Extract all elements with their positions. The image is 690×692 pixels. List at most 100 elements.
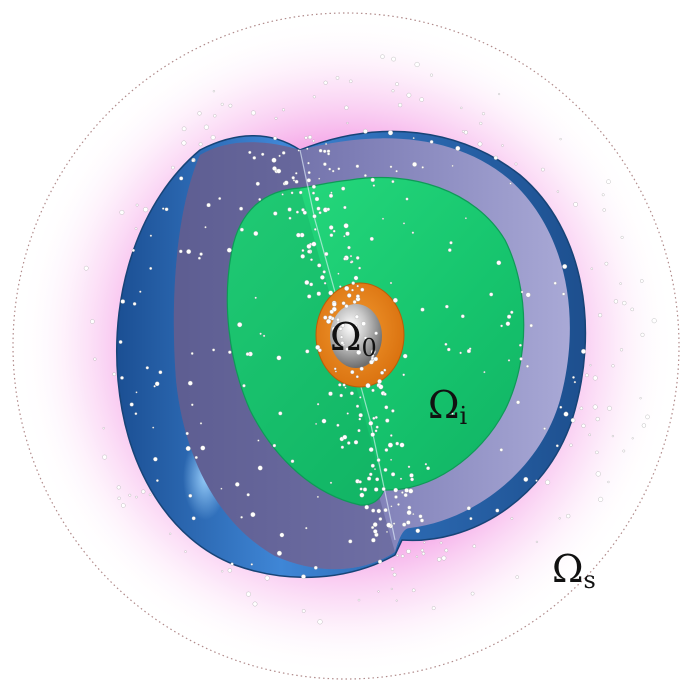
particle <box>376 458 381 462</box>
particle <box>391 89 395 93</box>
particle <box>169 532 172 535</box>
particle <box>228 350 232 354</box>
particle <box>282 108 285 112</box>
particle <box>313 565 318 570</box>
particle <box>322 270 326 274</box>
particle <box>312 95 316 99</box>
particle <box>119 210 125 215</box>
particle <box>304 280 310 285</box>
particle <box>333 367 337 371</box>
particle <box>252 601 258 607</box>
particle <box>230 562 234 566</box>
particle <box>523 476 529 482</box>
particle <box>316 403 320 406</box>
particle <box>273 136 277 141</box>
particle <box>371 508 376 513</box>
particle <box>598 496 604 502</box>
particle <box>329 309 334 314</box>
particle <box>370 463 375 468</box>
particle <box>294 179 299 184</box>
particle <box>519 357 523 361</box>
particle <box>198 142 203 147</box>
particle <box>116 485 121 490</box>
particle <box>295 210 299 214</box>
particle <box>188 493 193 498</box>
particle <box>358 480 362 484</box>
particle <box>228 103 233 108</box>
particle <box>318 348 322 353</box>
particle <box>640 279 644 283</box>
particle <box>598 313 603 318</box>
particle <box>365 383 371 389</box>
particle <box>350 370 355 375</box>
particle <box>395 441 400 446</box>
particle <box>383 508 388 513</box>
particle <box>351 281 355 285</box>
particle <box>337 272 340 275</box>
particle <box>187 380 193 386</box>
particle-cloud <box>83 54 657 625</box>
particle <box>376 508 382 514</box>
particle <box>93 357 97 361</box>
particle <box>314 196 320 202</box>
particle <box>421 551 426 556</box>
particle <box>390 505 393 508</box>
particle <box>340 335 344 339</box>
particle <box>362 487 368 492</box>
particle <box>281 151 286 155</box>
particle <box>330 191 333 194</box>
particle <box>398 103 403 108</box>
particle <box>645 414 650 420</box>
particle <box>339 393 343 398</box>
particle <box>451 164 454 167</box>
particle <box>337 167 341 171</box>
particle <box>477 141 483 147</box>
particle <box>149 234 152 237</box>
particle <box>499 448 503 452</box>
particle <box>384 405 389 410</box>
particle <box>489 292 494 297</box>
particle <box>361 321 366 327</box>
particle <box>351 288 354 292</box>
particle <box>402 522 407 527</box>
particle <box>237 322 243 328</box>
particle <box>356 349 362 355</box>
particle <box>385 418 390 423</box>
particle <box>206 202 211 208</box>
particle <box>370 432 375 437</box>
particle <box>346 122 349 125</box>
particle <box>305 526 308 530</box>
particle <box>460 314 465 319</box>
particle <box>312 214 317 219</box>
particle <box>329 481 333 484</box>
particle <box>519 343 522 347</box>
particle <box>408 488 414 494</box>
particle <box>134 227 138 230</box>
particle <box>374 468 376 471</box>
particle <box>472 544 476 548</box>
particle <box>349 254 353 258</box>
particle <box>250 512 256 518</box>
particle <box>251 110 256 116</box>
particle <box>290 191 294 195</box>
particle <box>139 290 142 293</box>
particle <box>340 341 345 345</box>
particle <box>463 130 468 135</box>
particle <box>204 226 207 229</box>
particle <box>121 503 126 508</box>
particle <box>455 145 461 151</box>
particle <box>592 375 598 381</box>
particle <box>328 167 332 171</box>
particle <box>384 448 389 452</box>
particle <box>431 606 436 610</box>
particle <box>359 366 364 371</box>
particle <box>411 231 415 234</box>
particle <box>226 247 232 253</box>
particle <box>595 450 599 455</box>
particle <box>295 172 298 175</box>
particle <box>143 207 149 213</box>
particle <box>364 504 369 510</box>
particle <box>340 323 345 328</box>
particle <box>509 182 512 185</box>
particle <box>297 149 300 152</box>
